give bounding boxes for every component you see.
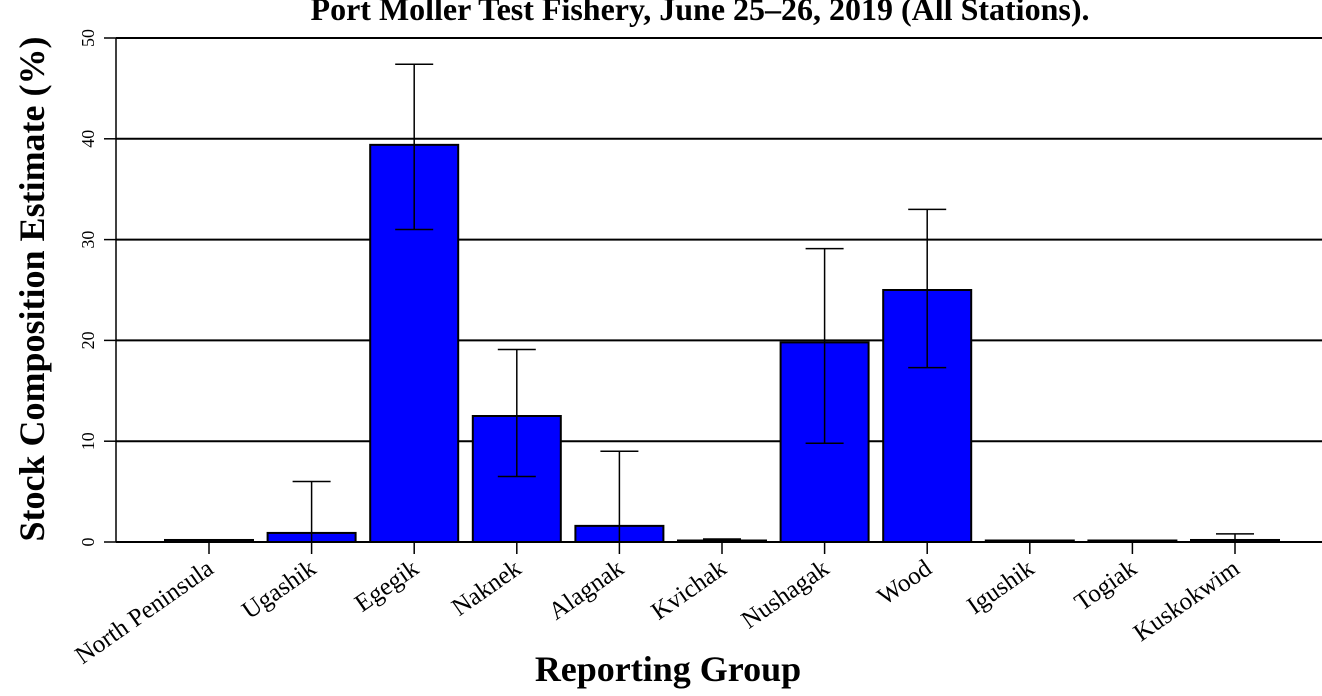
error-bar <box>1216 533 1254 542</box>
error-bar <box>292 480 331 542</box>
y-tick-label: 40 <box>78 130 98 148</box>
error-bar <box>600 450 639 542</box>
x-axis-title: Reporting Group <box>535 649 801 689</box>
error-bar <box>395 63 434 231</box>
x-tick-label: Alagnak <box>544 555 629 626</box>
grid-lines <box>116 37 1322 543</box>
y-axis-title: Stock Composition Estimate (%) <box>12 37 52 542</box>
x-tick-label: Ugashik <box>237 555 321 625</box>
x-tick-label: Togiak <box>1070 555 1142 617</box>
y-tick-label: 0 <box>78 538 98 547</box>
y-axis: 0 10 20 30 40 50 <box>78 29 117 547</box>
x-tick-label: Wood <box>873 555 937 611</box>
chart-title: Port Moller Test Fishery, June 25–26, 20… <box>311 0 1090 27</box>
y-tick-label: 20 <box>78 331 98 349</box>
x-tick-label: Igushik <box>962 555 1039 620</box>
y-tick-label: 30 <box>78 231 98 249</box>
error-bars <box>190 63 1254 543</box>
y-tick-label: 10 <box>78 432 98 450</box>
x-tick-label: Kvichak <box>647 555 732 626</box>
bars <box>164 143 1280 544</box>
x-tick-label: Naknek <box>447 555 527 622</box>
x-tick-label: Egegik <box>350 555 424 618</box>
error-bar <box>908 208 947 369</box>
x-tick-label: Kuskokwim <box>1129 554 1245 647</box>
error-bar <box>1010 540 1049 542</box>
error-bar <box>805 247 844 444</box>
error-bar <box>497 348 536 478</box>
x-tick-label: North Peninsula <box>70 555 218 670</box>
error-bar <box>190 539 228 542</box>
error-bar <box>703 538 741 542</box>
x-tick-label: Nushagak <box>737 555 835 635</box>
y-tick-label: 50 <box>78 29 98 47</box>
